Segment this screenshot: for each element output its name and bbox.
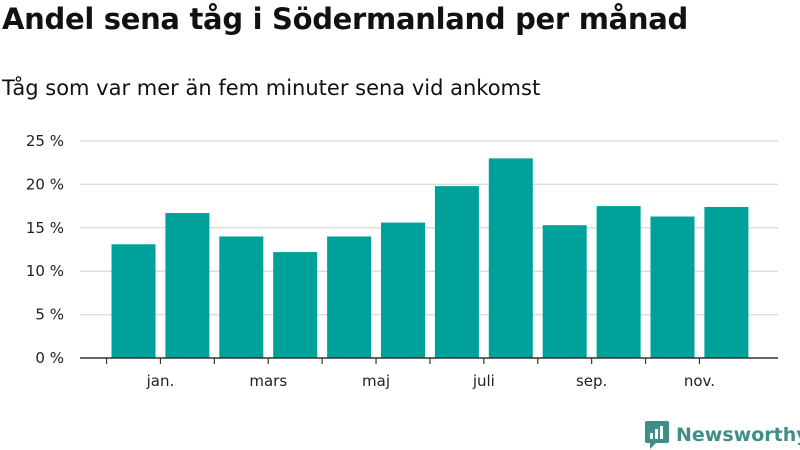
- bar-maj: [381, 222, 425, 358]
- bar-feb.: [219, 236, 264, 358]
- bar-sep.: [596, 206, 641, 358]
- bar-dec.: [111, 244, 156, 358]
- chart-subtitle: Tåg som var mer än fem minuter sena vid …: [2, 76, 541, 100]
- bar-mars: [273, 252, 318, 358]
- y-tick-label: 10 %: [26, 262, 64, 280]
- x-tick-label: juli: [472, 372, 495, 390]
- y-tick-label: 20 %: [26, 175, 64, 193]
- bar-juli: [488, 158, 533, 358]
- y-tick-label: 5 %: [35, 306, 64, 324]
- bar-apr.: [327, 236, 372, 358]
- x-tick-label: jan.: [146, 372, 175, 390]
- bars: [111, 158, 749, 358]
- bar-nov.: [704, 206, 749, 358]
- newsworthy-logo-text: Newsworthy: [676, 424, 800, 446]
- bar-aug.: [542, 225, 587, 358]
- y-tick-label: 15 %: [26, 219, 64, 237]
- bar-okt.: [650, 216, 695, 358]
- bar-jan.: [165, 213, 210, 358]
- y-axis-ticks: 0 % 5 % 10 % 15 % 20 % 25 %: [26, 132, 64, 367]
- x-tick-label: nov.: [684, 372, 715, 390]
- y-tick-label: 0 %: [35, 349, 64, 367]
- chart-title: Andel sena tåg i Södermanland per månad: [2, 2, 688, 36]
- bar-juni: [434, 186, 479, 358]
- x-tick-label: sep.: [576, 372, 607, 390]
- x-axis-ticks: jan. mars maj juli sep. nov.: [105, 358, 715, 390]
- y-tick-label: 25 %: [26, 132, 64, 150]
- x-tick-label: maj: [362, 372, 390, 390]
- newsworthy-logo: Newsworthy: [644, 420, 800, 450]
- x-tick-label: mars: [249, 372, 287, 390]
- newsworthy-logo-icon: [645, 421, 669, 449]
